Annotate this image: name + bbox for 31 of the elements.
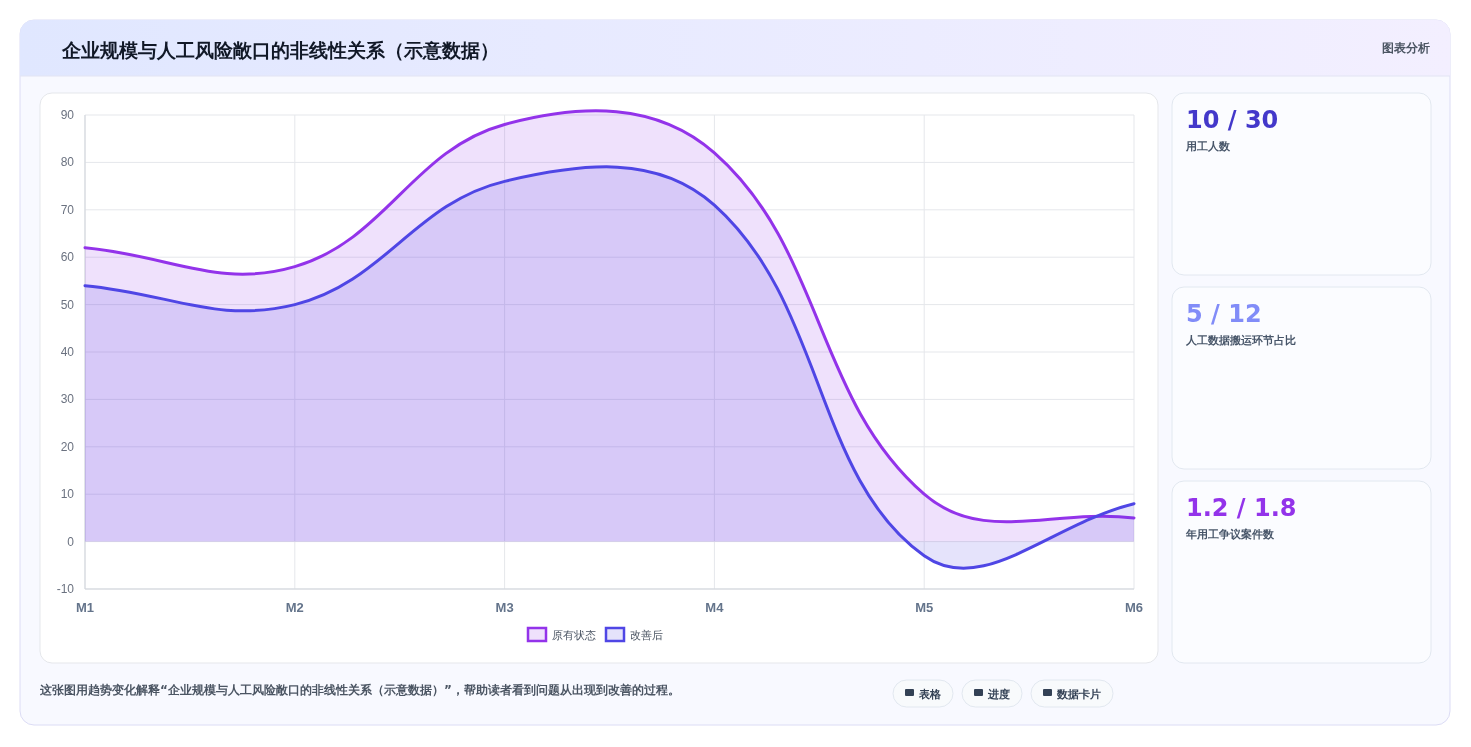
x-tick-label: M4	[705, 600, 725, 615]
chart-title: 企业规模与人工风险敞口的非线性关系（示意数据）	[61, 39, 499, 61]
y-tick-label: 10	[60, 487, 75, 502]
text: 10 / 30	[1186, 106, 1279, 134]
y-tick-label: 20	[60, 439, 75, 454]
y-tick-label: 70	[60, 202, 75, 217]
legend-label: 原有状态	[552, 629, 596, 642]
y-tick-label: 50	[60, 297, 75, 312]
text: 5 / 12	[1186, 300, 1262, 328]
x-tick-label: M2	[285, 600, 304, 615]
y-tick-label: 40	[60, 345, 75, 359]
y-tick-label: 90	[60, 108, 75, 122]
y-tick-label: -10	[56, 582, 75, 596]
text: 用工人数	[1185, 140, 1231, 153]
x-tick-label: M5	[915, 600, 934, 615]
text: 1.2 / 1.8	[1186, 494, 1297, 522]
y-tick-label: 80	[60, 155, 75, 170]
y-tick-label: 30	[60, 392, 75, 407]
x-tick-label: M1	[75, 600, 95, 615]
text: 进度	[987, 688, 1010, 701]
y-tick-label: 0	[67, 534, 75, 549]
y-tick-label: 60	[60, 250, 75, 265]
text: 人工数据搬运环节占比	[1185, 334, 1296, 347]
legend-label: 改善后	[630, 629, 663, 642]
x-tick-label: M6	[1124, 600, 1144, 615]
text: 图表分析	[1382, 41, 1430, 55]
text: 数据卡片	[1056, 688, 1101, 701]
text: 表格	[918, 688, 942, 701]
x-tick-label: M3	[495, 600, 514, 615]
text: 这张图用趋势变化解释“企业规模与人工风险敞口的非线性关系（示意数据）”，帮助读者看到问题从出现到改善的过程。	[39, 683, 680, 697]
text: 年用工争议案件数	[1185, 528, 1275, 541]
